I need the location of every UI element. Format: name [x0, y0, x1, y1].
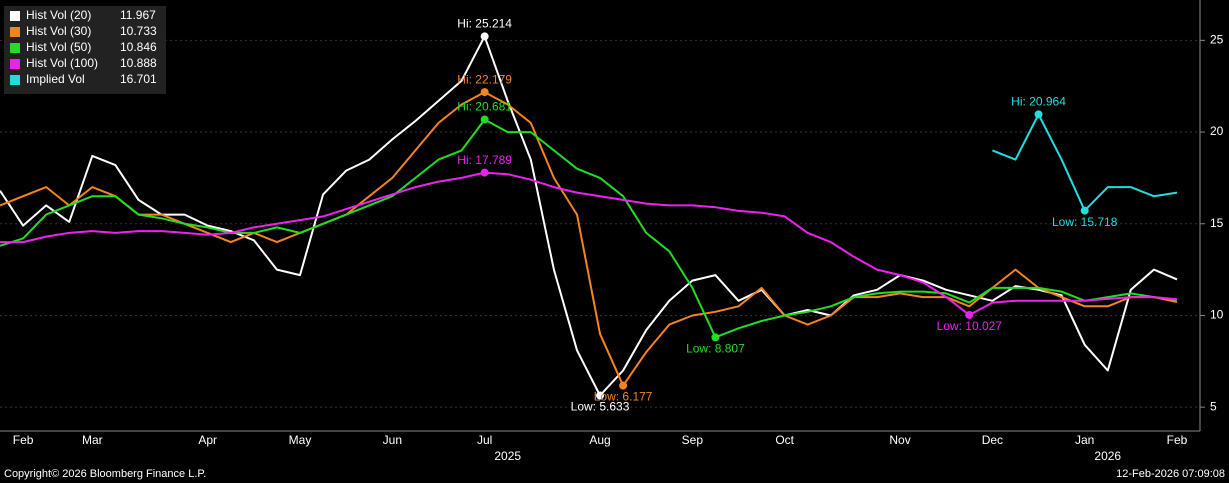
annotation-label: Low: 15.718 — [1052, 215, 1118, 229]
x-tick-label: Nov — [889, 433, 910, 447]
annotation-label: Hi: 25.214 — [457, 17, 512, 31]
annotation-label: Low: 8.807 — [686, 342, 745, 356]
legend-swatch — [10, 11, 20, 21]
annotation-label: Low: 5.633 — [571, 400, 630, 414]
annotation-dot — [480, 168, 489, 177]
legend-name: Hist Vol (20) — [26, 8, 91, 22]
y-tick-label: 15 — [1210, 216, 1224, 230]
annotation-label: Hi: 22.179 — [457, 72, 512, 86]
annotation-label: Hi: 20.681 — [457, 100, 512, 114]
annotation-dot — [965, 310, 974, 319]
annotation-label: Hi: 17.789 — [457, 153, 512, 167]
legend-value: 16.701 — [120, 72, 157, 86]
legend-value: 11.967 — [120, 8, 156, 22]
legend-swatch — [10, 43, 20, 53]
year-label: 2025 — [494, 449, 521, 463]
annotation-dot — [480, 115, 489, 124]
series-line — [0, 171, 1178, 316]
x-tick-label: Feb — [13, 433, 34, 447]
x-tick-label: Jan — [1075, 433, 1094, 447]
y-tick-label: 25 — [1210, 33, 1224, 47]
x-tick-label: Mar — [82, 433, 103, 447]
x-tick-label: May — [289, 433, 312, 447]
legend-box — [4, 6, 166, 94]
x-tick-label: Oct — [775, 433, 794, 447]
legend-value: 10.846 — [120, 40, 157, 54]
x-tick-label: Dec — [982, 433, 1003, 447]
annotation-label: Low: 6.177 — [594, 390, 653, 404]
legend-swatch — [10, 59, 20, 69]
legend: Hist Vol (20) 11.967 Hist Vol (30) 10.733 Hi… — [4, 6, 166, 94]
y-tick-label: 10 — [1210, 308, 1224, 322]
annotation-label: Hi: 20.964 — [1011, 95, 1066, 109]
annotation-dot — [1034, 110, 1043, 119]
legend-swatch — [10, 75, 20, 85]
annotation-dot — [480, 88, 489, 97]
legend-value: 10.888 — [120, 56, 157, 70]
x-tick-label: Feb — [1167, 433, 1188, 447]
x-tick-label: Aug — [589, 433, 610, 447]
series-line — [0, 118, 1178, 339]
annotation-dot — [596, 391, 605, 400]
footer-left: Copyright© 2026 Bloomberg Finance L.P. — [4, 468, 206, 480]
x-tick-label: Jul — [477, 433, 492, 447]
legend-name: Implied Vol — [26, 72, 85, 86]
footer-right: 12-Feb-2026 07:09:08 — [1116, 468, 1225, 480]
y-tick-label: 5 — [1210, 399, 1217, 413]
x-tick-label: Apr — [198, 433, 217, 447]
legend-name: Hist Vol (50) — [26, 40, 91, 54]
legend-value: 10.733 — [120, 24, 157, 38]
annotation-dot — [1080, 206, 1089, 215]
series-line — [0, 91, 1178, 387]
annotation-dot — [480, 32, 489, 41]
legend-swatch — [10, 27, 20, 37]
annotation-label: Low: 10.027 — [937, 319, 1003, 333]
annotation-dot — [711, 333, 720, 342]
x-tick-label: Jun — [383, 433, 402, 447]
legend-name: Hist Vol (30) — [26, 24, 91, 38]
annotation-dot — [619, 381, 628, 390]
y-tick-label: 20 — [1210, 124, 1224, 138]
x-tick-label: Sep — [682, 433, 704, 447]
year-label: 2026 — [1094, 449, 1121, 463]
legend-name: Hist Vol (100) — [26, 56, 98, 70]
